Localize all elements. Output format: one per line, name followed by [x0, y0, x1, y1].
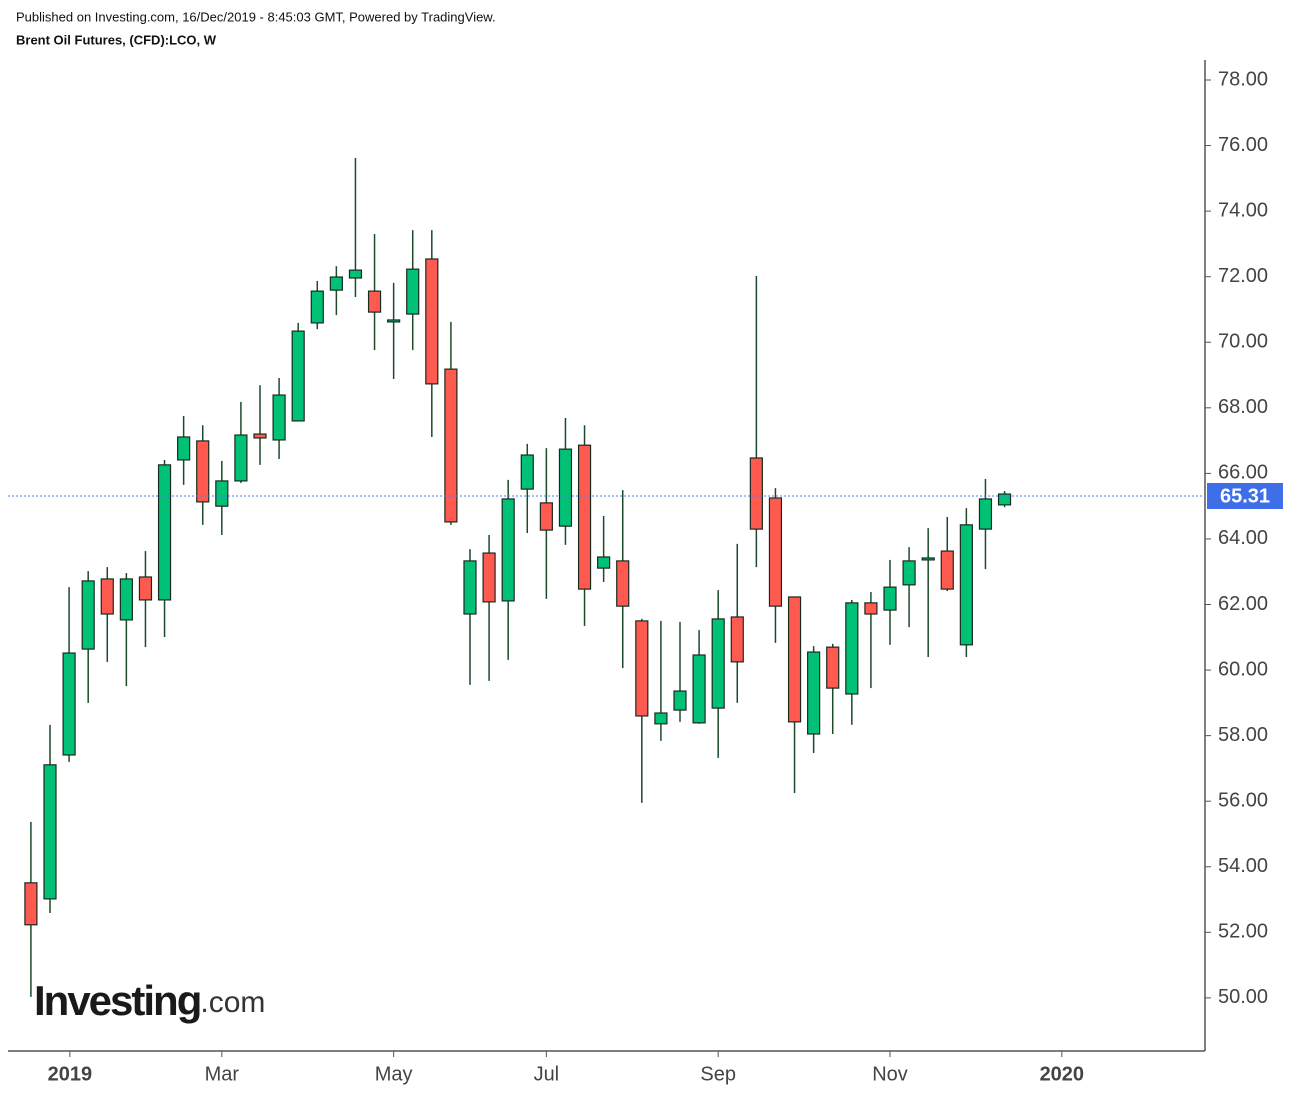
- x-tick-label: Mar: [205, 1063, 240, 1085]
- candle-body: [730, 616, 744, 663]
- y-tick-label: 66.00: [1218, 462, 1268, 484]
- last-price-label: 65.31: [1220, 485, 1270, 507]
- chart-title: Brent Oil Futures, (CFD):LCO, W: [16, 32, 217, 47]
- y-tick-label: 60.00: [1218, 658, 1268, 680]
- candle-body: [138, 576, 153, 601]
- candle-body: [43, 764, 57, 900]
- candle-body: [253, 433, 267, 439]
- candle-body: [749, 457, 763, 530]
- candle-body: [272, 394, 286, 441]
- candle-body: [234, 434, 248, 482]
- candle-body: [100, 578, 114, 615]
- candle-body: [940, 550, 954, 590]
- last-price-badge: [1207, 483, 1283, 510]
- candle-body: [597, 556, 611, 569]
- x-tick-label: Jul: [534, 1063, 560, 1085]
- y-tick-label: 52.00: [1218, 921, 1268, 943]
- candle-body: [406, 268, 420, 315]
- y-tick-label: 68.00: [1218, 396, 1268, 418]
- candle-body: [463, 560, 477, 615]
- candle-body: [558, 448, 573, 527]
- y-tick-label: 56.00: [1218, 789, 1268, 811]
- candle-body: [348, 269, 363, 279]
- candle-body: [425, 258, 439, 385]
- y-tick-label: 78.00: [1218, 68, 1268, 90]
- x-tick-label: May: [375, 1063, 413, 1085]
- candle-body: [692, 654, 706, 724]
- y-tick-label: 50.00: [1218, 986, 1268, 1008]
- candle-body: [196, 440, 210, 503]
- y-tick-label: 76.00: [1218, 134, 1268, 156]
- candle-body: [978, 498, 993, 530]
- candle-body: [81, 580, 95, 650]
- candle-body: [367, 290, 382, 313]
- candle-body: [711, 618, 725, 709]
- candle-body: [883, 586, 897, 611]
- candle-body: [520, 454, 534, 490]
- candle-body: [768, 497, 783, 607]
- candle-body: [119, 578, 133, 621]
- candle-body: [654, 712, 668, 725]
- candle-body: [539, 502, 553, 531]
- candle-body: [635, 620, 649, 717]
- candle-body: [902, 560, 916, 586]
- candle-body: [616, 560, 630, 607]
- candle-body: [157, 464, 172, 601]
- y-tick-label: 62.00: [1218, 593, 1268, 615]
- candle-body: [24, 882, 38, 926]
- x-tick-label: Nov: [872, 1063, 908, 1085]
- candle-body: [291, 330, 305, 422]
- x-tick-label: 2019: [48, 1063, 93, 1085]
- candle-body: [959, 524, 973, 646]
- candle-body: [997, 493, 1012, 506]
- candle-body: [673, 690, 687, 711]
- candle-body: [62, 652, 76, 756]
- x-tick-label: 2020: [1040, 1063, 1085, 1085]
- candle-body: [444, 368, 458, 523]
- y-tick-label: 58.00: [1218, 724, 1268, 746]
- y-tick-label: 74.00: [1218, 199, 1268, 221]
- x-tick-label: Sep: [700, 1063, 736, 1085]
- candle-body: [845, 602, 859, 695]
- candle-body: [387, 319, 401, 323]
- candle-body: [921, 557, 935, 561]
- candle-body: [215, 480, 229, 507]
- y-tick-label: 72.00: [1218, 265, 1268, 287]
- candle-body: [864, 602, 878, 615]
- candle-body: [329, 276, 343, 291]
- y-tick-label: 64.00: [1218, 527, 1268, 549]
- y-tick-label: 54.00: [1218, 855, 1268, 877]
- candle-body: [177, 436, 191, 461]
- candle-body: [826, 646, 840, 689]
- candle-body: [501, 498, 515, 602]
- y-tick-label: 70.00: [1218, 331, 1268, 353]
- candle-body: [577, 444, 592, 590]
- logo-brand: Investing.com: [34, 977, 265, 1024]
- candle-body: [807, 651, 821, 735]
- publisher-note: Published on Investing.com, 16/Dec/2019 …: [16, 9, 496, 24]
- candle-body: [482, 552, 496, 603]
- candle-body: [787, 596, 802, 723]
- candle-body: [310, 290, 324, 324]
